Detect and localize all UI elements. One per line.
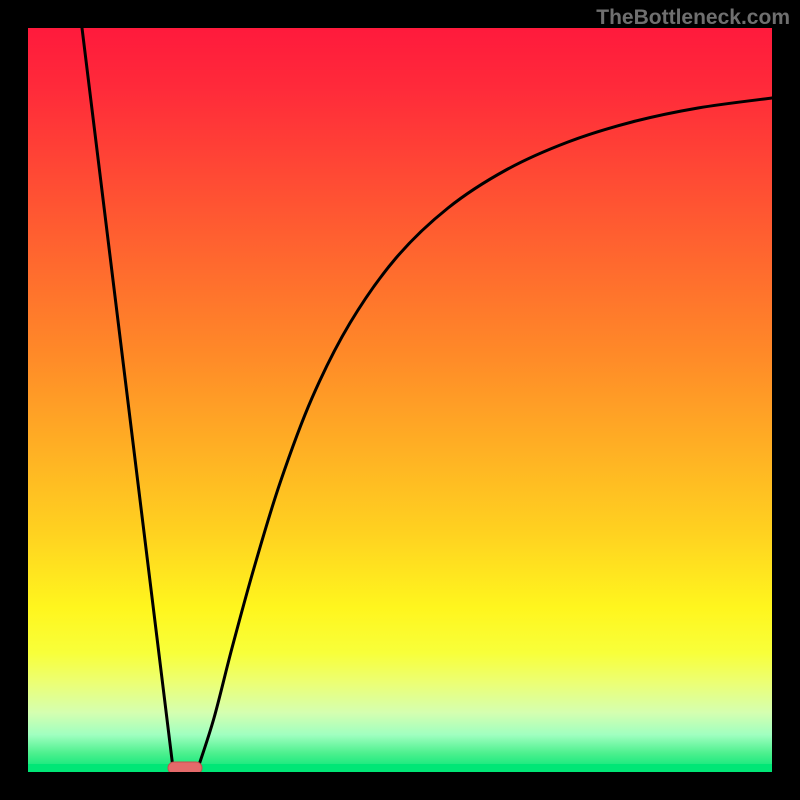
watermark-text: TheBottleneck.com <box>596 6 790 30</box>
plot-area <box>28 28 772 772</box>
gradient-background <box>28 28 772 772</box>
green-band <box>28 764 772 772</box>
chart-container: TheBottleneck.com <box>0 0 800 800</box>
plot-svg <box>28 28 772 772</box>
trough-marker <box>168 762 202 772</box>
